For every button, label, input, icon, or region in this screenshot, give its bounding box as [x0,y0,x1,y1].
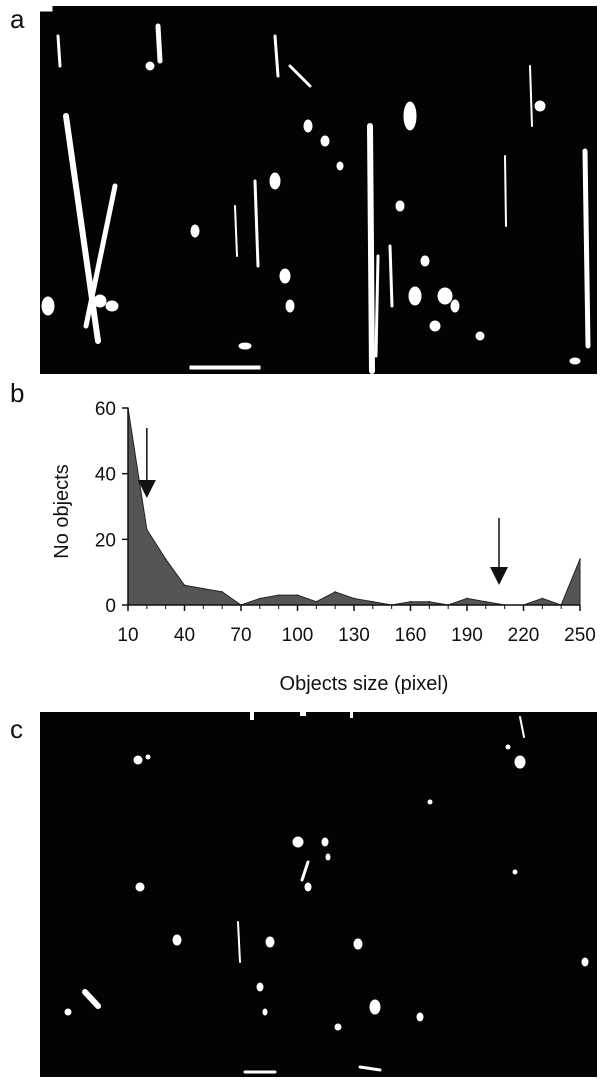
panel-label-b: b [10,378,25,408]
x-tick-label: 130 [338,625,370,646]
y-tick-label: 60 [95,399,116,420]
data-point [485,600,487,603]
x-tick-label: 250 [564,625,596,646]
panel-a-streaks [40,6,591,374]
panel-a-image [40,6,597,374]
x-tick-label: 70 [230,625,251,646]
y-axis-label: No objects [51,464,73,559]
data-point [541,597,544,600]
data-point [579,558,581,560]
y-tick-label: 20 [95,530,116,551]
panel-label-a: a [10,4,25,34]
x-tick-label: 160 [395,625,427,646]
data-point [334,591,336,593]
x-tick-label: 190 [451,625,483,646]
annotation-arrow-head [490,567,509,585]
data-point [146,528,148,531]
annotation-arrow-head [137,480,156,498]
data-point [296,594,299,596]
series-area-0 [127,407,581,606]
x-tick-label: 220 [508,625,540,646]
data-point [259,597,261,600]
y-tick-label: 40 [95,465,116,486]
data-point [221,591,223,593]
x-tick-label: 10 [117,625,138,646]
data-point [353,597,355,600]
data-point [202,587,205,590]
data-point [277,594,280,596]
data-point [466,597,468,600]
data-point [183,584,186,587]
size-distribution-chart: 0 20 40 60 10 40 70 100 130 160 190 220 250 Objects s… [51,399,596,695]
panel-c-image [40,712,597,1077]
data-point [164,558,167,560]
y-tick-label: 0 [105,596,116,617]
x-axis-label: Objects size (pixel) [280,673,449,695]
x-tick-label: 40 [174,625,195,646]
x-tick-label: 100 [282,625,314,646]
data-point [428,600,431,603]
data-point [372,600,374,603]
panel-label-c: c [10,714,23,744]
panel-c-spots [64,712,589,1074]
data-point [315,600,318,603]
data-point [409,600,412,603]
